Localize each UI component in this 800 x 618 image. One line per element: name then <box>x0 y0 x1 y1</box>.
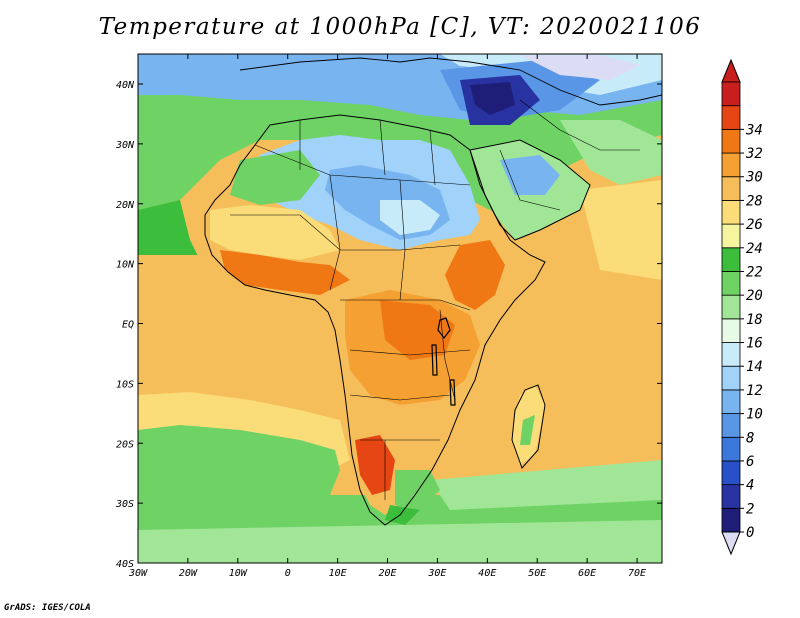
colorbar-under-triangle <box>721 531 741 556</box>
colorbar-label: 30 <box>745 170 763 186</box>
caucasus-darkest <box>470 82 515 115</box>
lon-label: 40E <box>478 568 496 579</box>
latitude-labels: 40N 30N 20N 10N EQ 10S 20S 30S 40S <box>115 80 135 570</box>
colorbar-swatch <box>721 152 741 178</box>
credit-text: GrADS: IGES/COLA <box>4 603 91 613</box>
colorbar-label: 6 <box>746 454 754 470</box>
colorbar-swatch <box>721 342 741 367</box>
colorbar-label: 0 <box>746 525 754 541</box>
madagascar-coastline <box>511 384 546 469</box>
colorbar-swatch <box>721 460 741 486</box>
lat-label: EQ <box>122 320 134 331</box>
arabian-sea-yellow <box>580 180 662 280</box>
colorbar-swatch <box>721 81 741 107</box>
west-sahara-green <box>230 150 320 205</box>
colorbar-swatch <box>721 271 741 296</box>
colorbar-swatch <box>721 507 741 533</box>
colorbar-label: 18 <box>746 312 763 328</box>
lon-label: 10W <box>229 568 248 579</box>
colorbar-swatch <box>721 128 741 154</box>
colorbar-swatch <box>721 176 741 201</box>
lat-label: 10S <box>116 379 134 390</box>
south-asia-green <box>560 120 662 185</box>
lon-label: 50E <box>528 568 546 579</box>
west-africa-hot <box>220 250 350 295</box>
indian-ocean-green <box>430 460 662 510</box>
colorbar-swatch <box>721 318 741 343</box>
lon-label: 10E <box>329 568 347 579</box>
colorbar-label: 24 <box>746 241 763 257</box>
colorbar-swatch <box>721 223 741 249</box>
colorbar-swatch <box>721 294 741 320</box>
arabia-cool-core <box>500 155 560 195</box>
country-borders <box>230 99 640 500</box>
southern-ocean-light <box>138 520 662 563</box>
cape-green <box>385 505 420 525</box>
longitude-labels: 30W 20W 10W 0 10E 20E 30E 40E 50E 60E 70E <box>128 568 646 579</box>
colorbar-swatch <box>721 484 741 509</box>
indian-ocean-warm <box>540 280 662 440</box>
colorbar-swatch <box>721 105 741 130</box>
south-atlantic-green <box>138 425 340 505</box>
colorbar-label: 16 <box>746 336 763 352</box>
colorbar-label: 32 <box>745 146 763 162</box>
lon-label: 70E <box>628 568 646 579</box>
europe-coastline <box>239 57 662 106</box>
colorbar-over-triangle <box>721 58 741 83</box>
colorbar-swatch <box>721 389 741 414</box>
ethiopia-hot <box>445 240 505 310</box>
lon-label: 30W <box>128 568 148 579</box>
sahara-light-patch <box>380 200 440 235</box>
caspian-under-range <box>520 55 640 80</box>
colorbar-label: 34 <box>745 122 763 138</box>
colorbar-swatch <box>721 365 741 391</box>
plot-frame <box>137 53 663 564</box>
colorbar-swatch <box>721 436 741 462</box>
south-africa-green <box>395 470 440 510</box>
colorbar-label: 22 <box>746 264 763 280</box>
lakes <box>431 317 456 406</box>
map-title: Temperature at 1000hPa [C], VT: 20200211… <box>98 14 702 40</box>
lon-label: 0 <box>285 568 291 579</box>
lon-label: 20E <box>378 568 396 579</box>
lat-label: 40N <box>116 80 135 91</box>
colorbar-label: 12 <box>746 383 763 399</box>
colorbar-label: 14 <box>746 359 763 375</box>
colorbar-label: 26 <box>746 217 763 233</box>
colorbar-swatch <box>721 413 741 438</box>
sahel-yellow <box>210 205 340 260</box>
colorbar-swatch <box>721 247 741 272</box>
lat-label: 20S <box>116 439 134 450</box>
axis-ticks <box>137 54 662 564</box>
lon-label: 20W <box>179 568 198 579</box>
lat-label: 30N <box>115 140 135 151</box>
lat-label: 20N <box>116 200 135 211</box>
lat-label: 40S <box>116 559 134 570</box>
lon-label: 30E <box>427 568 446 579</box>
west-green-field <box>138 200 200 260</box>
africa-coastline <box>204 114 546 526</box>
arabia-coastline <box>469 139 591 241</box>
lat-label: 10N <box>116 260 135 271</box>
colorbar-label: 2 <box>746 501 754 517</box>
lon-label: 60E <box>578 568 596 579</box>
colorbar-label: 8 <box>746 430 754 446</box>
colorbar-label: 28 <box>746 193 763 209</box>
colorbar-swatch <box>721 200 741 225</box>
colorbar-label: 20 <box>746 288 763 304</box>
madagascar-green <box>520 415 535 445</box>
lat-label: 30S <box>115 499 134 510</box>
temperature-field <box>138 54 662 563</box>
colorbar-label: 4 <box>746 478 754 494</box>
colorbar-label: 10 <box>746 407 763 423</box>
